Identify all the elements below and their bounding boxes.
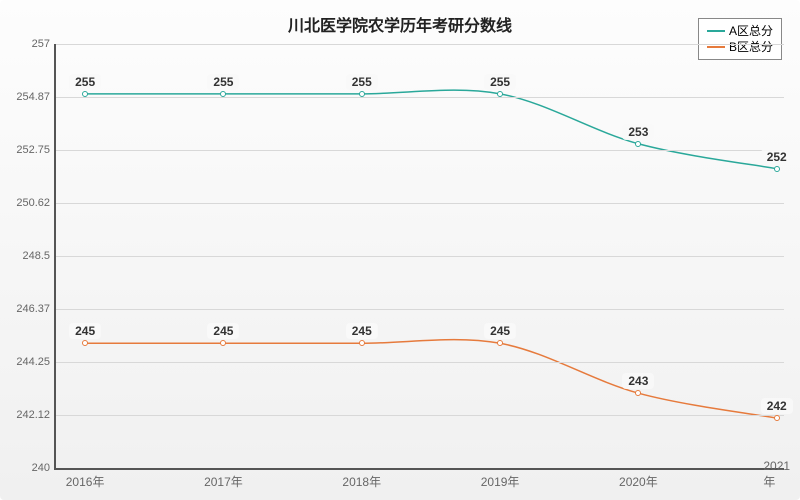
gridline <box>56 362 784 363</box>
value-label: 242 <box>761 398 793 414</box>
y-tick-label: 254.87 <box>6 91 50 103</box>
gridline <box>56 415 784 416</box>
x-tick-label: 2021年 <box>763 459 790 490</box>
data-point <box>635 141 641 147</box>
x-tick-label: 2019年 <box>481 473 520 490</box>
series-line <box>85 340 777 419</box>
gridline <box>56 97 784 98</box>
y-tick-label: 257 <box>6 38 50 50</box>
y-tick-label: 250.62 <box>6 197 50 209</box>
legend-label-a: A区总分 <box>729 23 773 39</box>
chart-title: 川北医学院农学历年考研分数线 <box>0 12 800 36</box>
x-tick-label: 2017年 <box>204 473 243 490</box>
value-label: 255 <box>484 74 516 90</box>
gridline <box>56 203 784 204</box>
y-tick-label: 244.25 <box>6 356 50 368</box>
value-label: 245 <box>484 323 516 339</box>
gridline <box>56 256 784 257</box>
data-point <box>82 340 88 346</box>
plot-area: 240242.12244.25246.37248.5250.62252.7525… <box>54 44 784 470</box>
x-tick-label: 2020年 <box>619 473 658 490</box>
data-point <box>635 390 641 396</box>
data-point <box>220 340 226 346</box>
legend-swatch-a <box>707 30 725 32</box>
value-label: 245 <box>346 323 378 339</box>
data-point <box>359 340 365 346</box>
data-point <box>497 91 503 97</box>
value-label: 253 <box>622 124 654 140</box>
data-point <box>774 415 780 421</box>
value-label: 252 <box>761 149 793 165</box>
x-tick-label: 2018年 <box>342 473 381 490</box>
y-tick-label: 246.37 <box>6 303 50 315</box>
gridline <box>56 309 784 310</box>
y-tick-label: 252.75 <box>6 144 50 156</box>
gridline <box>56 44 784 45</box>
legend-item-a: A区总分 <box>707 23 773 39</box>
chart-container: 川北医学院农学历年考研分数线 A区总分 B区总分 240242.12244.25… <box>0 0 800 500</box>
data-point <box>82 91 88 97</box>
value-label: 255 <box>346 74 378 90</box>
value-label: 255 <box>207 74 239 90</box>
value-label: 245 <box>207 323 239 339</box>
gridline <box>56 150 784 151</box>
data-point <box>497 340 503 346</box>
data-point <box>220 91 226 97</box>
x-tick-label: 2016年 <box>66 473 105 490</box>
data-point <box>359 91 365 97</box>
y-tick-label: 240 <box>6 462 50 474</box>
value-label: 245 <box>69 323 101 339</box>
data-point <box>774 166 780 172</box>
value-label: 243 <box>622 373 654 389</box>
series-line <box>85 90 777 169</box>
y-tick-label: 248.5 <box>6 250 50 262</box>
y-tick-label: 242.12 <box>6 409 50 421</box>
value-label: 255 <box>69 74 101 90</box>
